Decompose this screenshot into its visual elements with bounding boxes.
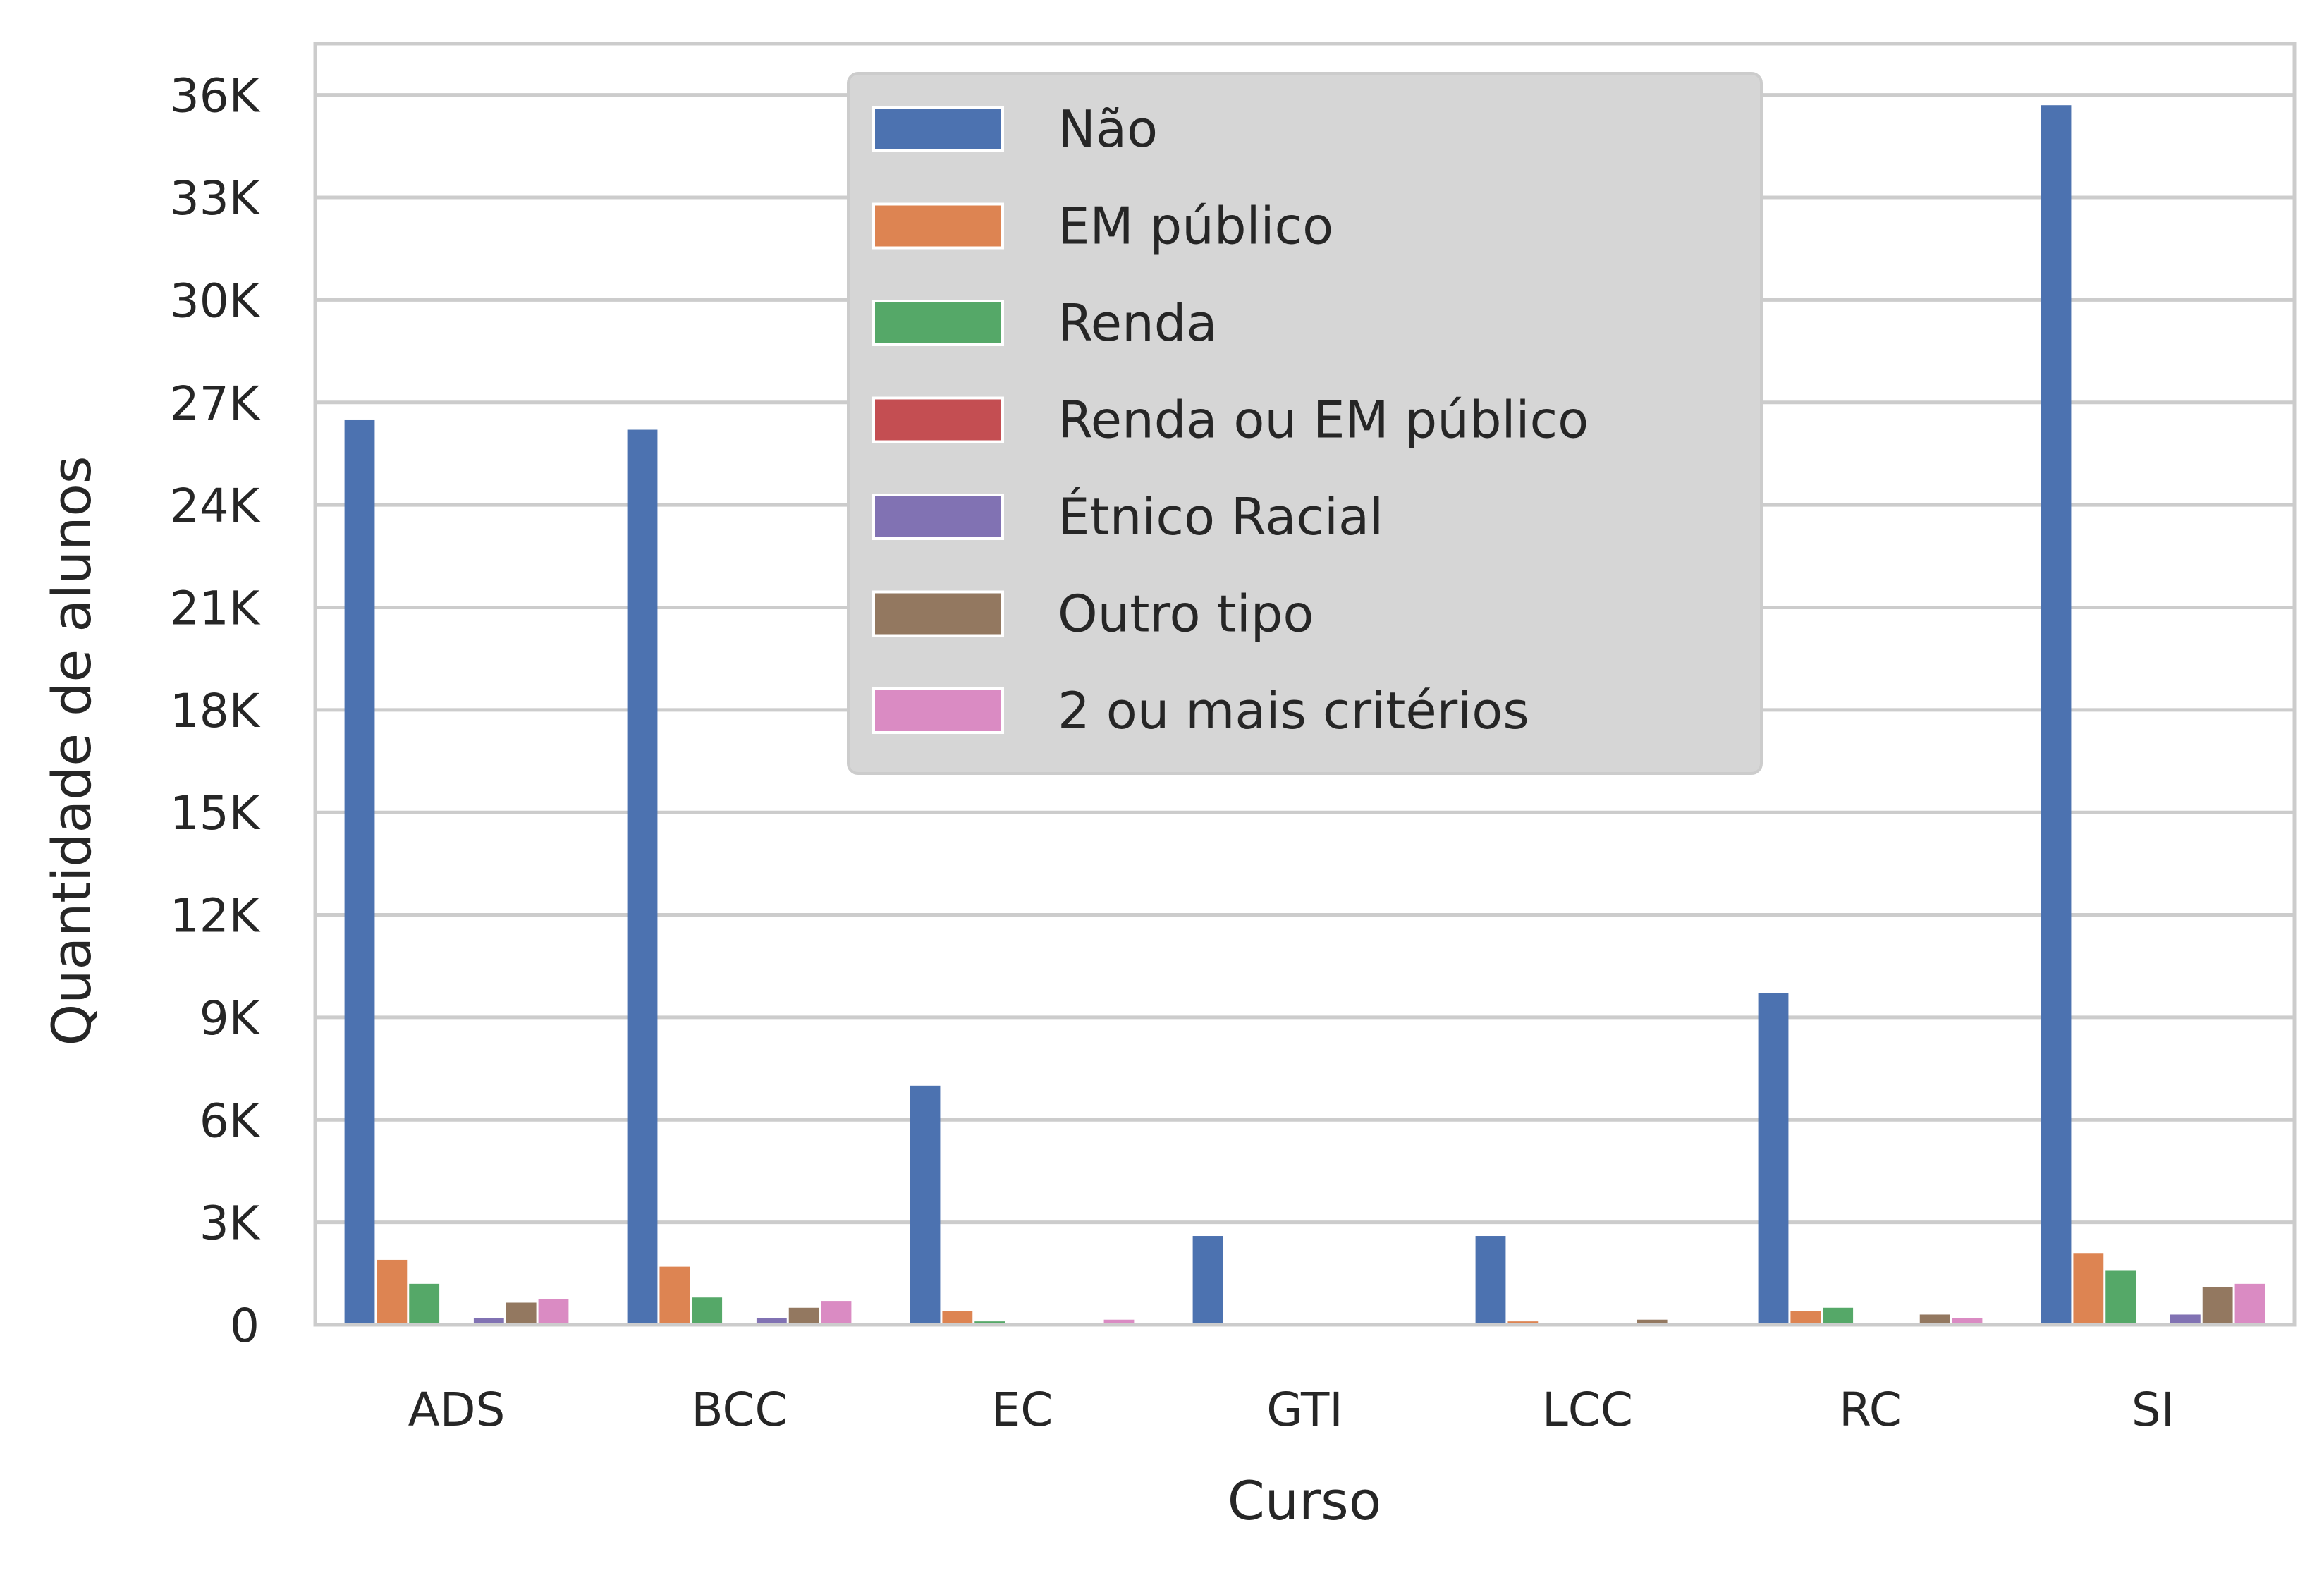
y-tick-label: 27K (170, 377, 261, 431)
y-tick-label: 36K (170, 69, 261, 123)
legend-swatch (872, 590, 1004, 637)
y-tick-label: 24K (170, 479, 261, 533)
bar (2202, 1287, 2233, 1325)
bar (1192, 1236, 1223, 1325)
bar (2234, 1283, 2265, 1325)
bar (1790, 1311, 1821, 1325)
legend-swatch (872, 106, 1004, 152)
bar (910, 1085, 941, 1325)
bar (2105, 1270, 2136, 1325)
bar (659, 1266, 690, 1325)
legend-swatch (872, 300, 1004, 346)
bar (1919, 1314, 1950, 1325)
bar (538, 1299, 569, 1325)
y-tick-label: 12K (170, 889, 261, 943)
y-tick-label: 3K (200, 1196, 261, 1251)
legend-swatch (872, 396, 1004, 443)
x-tick-label: RC (1839, 1383, 1902, 1437)
bar (942, 1311, 973, 1325)
y-tick-label: 33K (170, 171, 261, 226)
bar (1823, 1307, 1854, 1325)
legend-label: Não (1058, 99, 1158, 159)
y-axis-title: Quantidade de alunos (40, 456, 103, 1046)
legend-box (847, 72, 1763, 775)
y-tick-label: 0 (230, 1299, 259, 1353)
x-axis-title: Curso (1228, 1469, 1382, 1532)
bar (473, 1318, 504, 1325)
legend-swatch (872, 202, 1004, 250)
y-tick-labels: 0 3K 6K 9K 12K 15K 18K 21K 24K 27K 30K 33K 36K (170, 69, 261, 1353)
bar (1758, 993, 1789, 1325)
legend-label: Renda (1058, 293, 1218, 353)
x-tick-label: ADS (408, 1383, 506, 1437)
legend-label: 2 ou mais critérios (1058, 681, 1529, 740)
legend-label: Étnico Racial (1058, 487, 1383, 546)
bar (506, 1302, 537, 1325)
x-tick-label: LCC (1542, 1383, 1633, 1437)
bar (377, 1259, 408, 1325)
legend-label: EM público (1058, 197, 1333, 256)
y-tick-label: 9K (200, 991, 261, 1046)
legend-label: Outro tipo (1058, 584, 1314, 644)
x-tick-label: EC (991, 1383, 1053, 1437)
legend-swatch (872, 494, 1004, 540)
bar (756, 1318, 787, 1325)
y-tick-label: 21K (170, 581, 261, 635)
bar (409, 1283, 440, 1325)
bar (692, 1297, 723, 1325)
legend-swatch (872, 687, 1004, 734)
bar (821, 1301, 852, 1325)
x-tick-labels: ADS BCC EC GTI LCC RC SI (408, 1383, 2175, 1437)
bars (344, 105, 2265, 1325)
bar (1952, 1318, 1983, 1325)
bar (788, 1307, 819, 1325)
y-tick-label: 30K (170, 274, 261, 328)
bar (2170, 1314, 2201, 1325)
bar (1475, 1236, 1506, 1325)
y-tick-label: 6K (200, 1094, 261, 1148)
legend: Não EM público Renda Renda ou EM público Étn… (847, 72, 1763, 775)
y-tick-label: 15K (170, 786, 261, 840)
bar (1103, 1319, 1135, 1325)
x-tick-label: GTI (1266, 1383, 1343, 1437)
legend-label: Renda ou EM público (1058, 391, 1589, 450)
bar (1637, 1319, 1668, 1325)
bar (344, 419, 375, 1325)
x-tick-label: SI (2132, 1383, 2175, 1437)
y-tick-label: 18K (170, 684, 261, 738)
bar (627, 429, 658, 1325)
plot-frame (313, 42, 2297, 1327)
bar (2041, 105, 2072, 1325)
x-tick-label: BCC (691, 1383, 787, 1437)
bar (2073, 1253, 2104, 1325)
